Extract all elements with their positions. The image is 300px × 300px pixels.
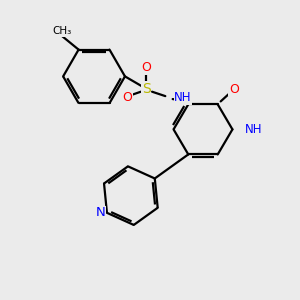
Text: S: S: [142, 82, 151, 96]
Text: N: N: [96, 206, 105, 219]
Text: O: O: [229, 82, 239, 95]
Text: NH: NH: [245, 123, 262, 136]
Text: O: O: [141, 61, 151, 74]
Text: O: O: [122, 91, 132, 104]
Text: NH: NH: [174, 91, 192, 104]
Text: CH₃: CH₃: [53, 26, 72, 36]
